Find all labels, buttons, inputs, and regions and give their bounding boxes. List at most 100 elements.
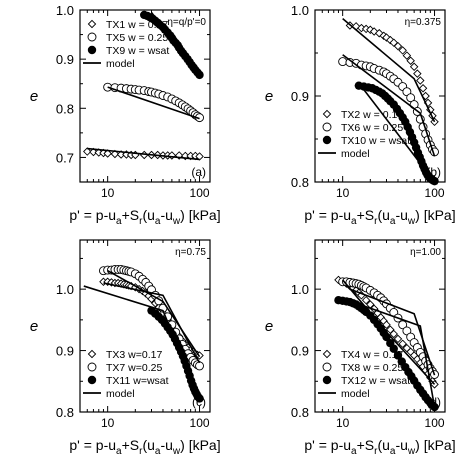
data-point-open-circle [406, 93, 416, 103]
legend-entry-label: TX1 w = 0.17 [106, 19, 168, 31]
data-point-open-diamond [103, 149, 112, 158]
data-point-open-diamond [398, 46, 407, 55]
x-axis-label-part: -u [160, 207, 172, 223]
x-axis-label-subscript: a [155, 446, 161, 457]
x-tick-label: 100 [190, 186, 210, 200]
plot-frame [79, 239, 211, 413]
x-axis-label-subscript: a [155, 216, 161, 227]
data-point-open-diamond [398, 339, 407, 349]
y-axis-label: e [265, 318, 273, 335]
x-axis-label-subscript: a [390, 446, 396, 457]
data-point-open-circle [398, 320, 408, 330]
legend-open-diamond-marker [322, 109, 332, 119]
y-tick-label: 0.9 [291, 89, 309, 104]
data-point-open-diamond [418, 84, 428, 93]
legend-entry-label: TX5 w = 0.25 [106, 32, 168, 44]
panel-label: (a) [191, 165, 206, 179]
model-line [103, 282, 201, 364]
data-point-open-diamond [386, 35, 395, 45]
data-point-open-diamond [83, 147, 92, 156]
legend-filled-marker [322, 135, 332, 145]
x-axis-label-subscript: a [351, 216, 357, 227]
legend-entry-label: TX9 w = wsat [106, 45, 169, 57]
x-axis-label-part: ) [kPa] [415, 207, 455, 223]
eta-annotation: η=q/p'=0 [167, 17, 206, 28]
data-point-open-diamond [402, 51, 412, 60]
data-point-open-diamond [389, 38, 399, 47]
x-axis-label-part: -u [160, 437, 172, 453]
y-tick-label: 0.8 [56, 405, 74, 420]
y-tick-label: 0.7 [56, 150, 74, 165]
legend-entry-label: TX7 w=0.25 [106, 362, 162, 374]
x-axis-label-subscript: r [374, 216, 378, 227]
x-axis-label-part: p' = p-u [69, 207, 116, 223]
x-axis-label-part: (u [142, 207, 154, 223]
eta-annotation: η=0.375 [405, 17, 442, 28]
legend-open-diamond-marker [87, 19, 97, 29]
model-line [342, 297, 436, 408]
model-line [87, 147, 200, 161]
model-line [349, 288, 436, 376]
x-axis-label-part: ) [kPa] [180, 437, 220, 453]
x-axis-label-subscript: a [116, 446, 122, 457]
x-axis-label-part: +S [357, 437, 375, 453]
x-axis-label-subscript: r [139, 216, 143, 227]
y-tick-label: 0.9 [56, 344, 74, 359]
model-line [342, 54, 436, 157]
legend-open-circle-marker [87, 362, 97, 372]
y-axis-label: e [30, 88, 38, 105]
legend-entry-label: model [341, 148, 370, 160]
model-line [358, 82, 436, 183]
data-point-open-diamond [413, 69, 422, 78]
data-point-open-diamond [357, 23, 366, 33]
legend-filled-marker [87, 375, 97, 385]
plot-frame [314, 239, 446, 413]
data-point-open-diamond [393, 41, 403, 51]
data-point-open-diamond [369, 27, 379, 36]
x-axis-label-subscript: r [374, 446, 378, 457]
x-tick-label: 100 [190, 416, 210, 430]
x-axis-label-subscript: r [139, 446, 143, 457]
model-line [342, 279, 436, 385]
y-tick-label: 1.0 [56, 282, 74, 297]
x-axis-label-part: (u [377, 207, 389, 223]
x-axis-label-part: p' = p-u [304, 207, 351, 223]
x-axis-label: p' = p-ua+Sr(ua-uw) [kPa] [69, 207, 220, 227]
x-axis-label-subscript: w [172, 446, 181, 457]
legend-entry-label: TX12 w = wsat [341, 375, 410, 387]
data-point-open-diamond [382, 33, 391, 42]
legend-filled-marker [87, 45, 97, 55]
data-point-filled [393, 351, 403, 360]
data-point-open-diamond [382, 320, 391, 330]
x-axis-label-subscript: a [116, 216, 122, 227]
legend-entry-label: TX3 w=0.17 [106, 349, 162, 361]
data-point-open-circle [338, 57, 348, 67]
data-point-open-diamond [389, 329, 399, 339]
x-axis-label-part: ) [kPa] [180, 207, 220, 223]
legend-entry-label: TX6 w = 0.25 [341, 122, 403, 134]
x-axis-label: p' = p-ua+Sr(ua-uw) [kPa] [304, 437, 455, 457]
y-tick-label: 1.0 [56, 3, 74, 18]
y-tick-label: 0.8 [291, 175, 309, 190]
legend-entry-label: TX2 w = 0.17 [341, 109, 403, 121]
x-tick-label: 100 [425, 186, 445, 200]
data-point-open-diamond [89, 147, 98, 157]
legend-entry-label: TX8 w = 0.25 [341, 362, 403, 374]
legend-open-diamond-marker [322, 349, 332, 359]
data-point-open-diamond [416, 76, 425, 85]
y-tick-label: 1.0 [291, 3, 309, 18]
model-line [342, 17, 436, 123]
x-axis-label-part: +S [122, 207, 140, 223]
data-point-open-diamond [195, 152, 204, 161]
y-tick-label: 0.9 [291, 344, 309, 359]
data-point-open-diamond [393, 334, 403, 344]
x-tick-label: 100 [425, 416, 445, 430]
y-axis-label: e [30, 318, 38, 335]
x-axis-label-subscript: a [390, 216, 396, 227]
y-tick-label: 0.8 [291, 405, 309, 420]
x-tick-label: 10 [101, 186, 115, 200]
data-point-open-diamond [406, 56, 415, 65]
